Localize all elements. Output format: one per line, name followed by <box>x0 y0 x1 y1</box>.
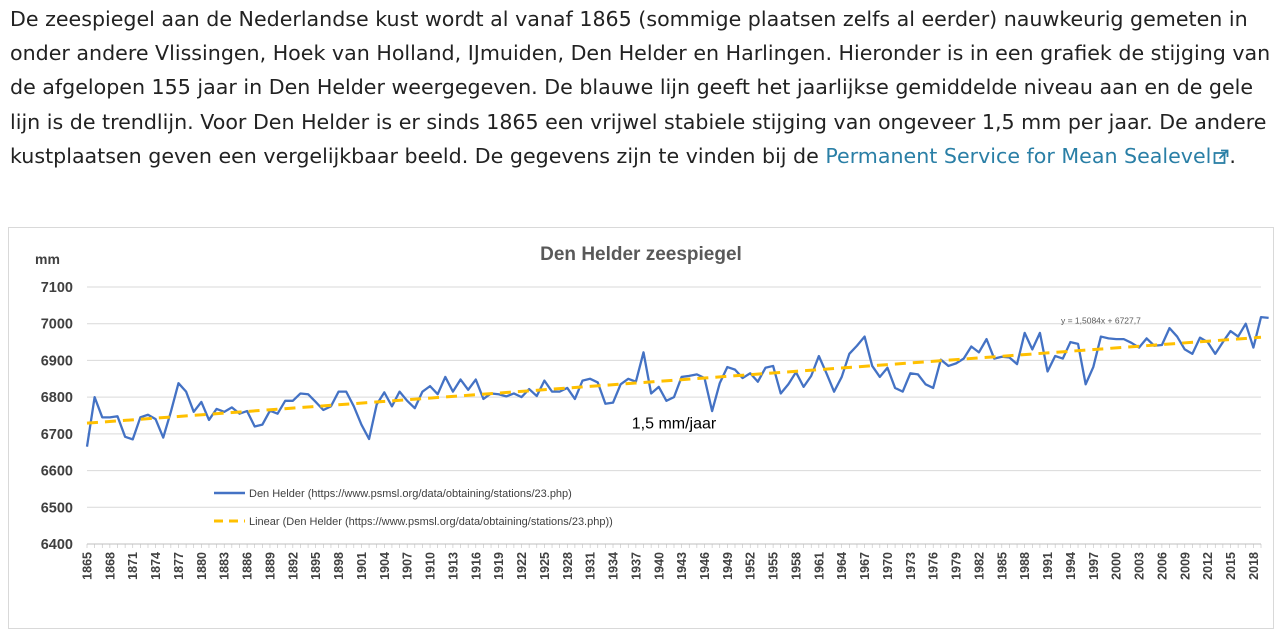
x-tick-label-1937: 1937 <box>629 552 643 580</box>
x-tick-label-1946: 1946 <box>698 552 712 580</box>
x-tick-label-1982: 1982 <box>972 552 986 580</box>
x-tick-label-2003: 2003 <box>1133 552 1147 580</box>
external-link-icon[interactable] <box>1213 149 1229 165</box>
x-tick-label-2000: 2000 <box>1110 552 1124 580</box>
y-tick-label-6700: 6700 <box>41 427 73 443</box>
x-tick-label-1910: 1910 <box>424 552 438 580</box>
x-tick-label-1979: 1979 <box>950 552 964 580</box>
annotation-trend-equation: y = 1,5084x + 6727,7 <box>1061 316 1141 326</box>
x-tick-label-1901: 1901 <box>355 552 369 580</box>
x-tick-label-2006: 2006 <box>1155 552 1169 580</box>
x-tick-label-1922: 1922 <box>515 552 529 580</box>
axes <box>86 543 1262 548</box>
x-tick-label-1898: 1898 <box>332 552 346 580</box>
x-tick-label-1907: 1907 <box>401 552 415 580</box>
y-tick-label-6800: 6800 <box>41 390 73 406</box>
x-tick-label-1940: 1940 <box>652 552 666 580</box>
x-tick-label-1892: 1892 <box>286 552 300 580</box>
x-tick-label-1991: 1991 <box>1041 552 1055 580</box>
intro-paragraph: De zeespiegel aan de Nederlandse kust wo… <box>10 2 1272 173</box>
legend: Den Helder (https://www.psmsl.org/data/o… <box>214 488 613 528</box>
y-tick-label-6600: 6600 <box>41 464 73 480</box>
x-tick-label-1934: 1934 <box>607 552 621 580</box>
x-tick-label-1994: 1994 <box>1064 552 1078 580</box>
x-tick-label-1976: 1976 <box>927 552 941 580</box>
y-tick-label-6400: 6400 <box>41 537 73 553</box>
x-tick-label-1967: 1967 <box>858 552 872 580</box>
x-tick-label-1874: 1874 <box>149 552 163 580</box>
x-tick-label-2009: 2009 <box>1178 552 1192 580</box>
x-tick-label-1877: 1877 <box>172 552 186 580</box>
x-tick-label-1973: 1973 <box>904 552 918 580</box>
y-axis-unit: mm <box>35 251 60 267</box>
x-tick-label-1889: 1889 <box>263 552 277 580</box>
chart-frame: Den Helder zeespiegel mm 6400 6500 6600 670… <box>8 227 1274 629</box>
series-lines <box>85 315 1269 447</box>
x-tick-label-1919: 1919 <box>492 552 506 580</box>
x-tick-label-1964: 1964 <box>835 552 849 580</box>
x-tick-label-1931: 1931 <box>584 552 598 580</box>
x-tick-label-1988: 1988 <box>1018 552 1032 580</box>
x-tick-label-2012: 2012 <box>1201 552 1215 580</box>
x-tick-label-1904: 1904 <box>378 552 392 580</box>
intro-trailing-text: . <box>1229 143 1236 168</box>
x-tick-label-1997: 1997 <box>1087 552 1101 580</box>
x-tick-label-1916: 1916 <box>469 552 483 580</box>
x-tick-label-1868: 1868 <box>103 552 117 580</box>
x-tick-label-1943: 1943 <box>675 552 689 580</box>
x-tick-label-1865: 1865 <box>81 552 95 580</box>
x-tick-label-1880: 1880 <box>195 552 209 580</box>
series-line-linear-trend <box>86 335 1262 425</box>
chart-title: Den Helder zeespiegel <box>540 244 742 265</box>
legend-label-den-helder: Den Helder (https://www.psmsl.org/data/o… <box>249 488 572 500</box>
grid-lines <box>87 286 1261 508</box>
x-tick-label-1985: 1985 <box>995 552 1009 580</box>
x-tick-label-1871: 1871 <box>126 552 140 580</box>
psmsl-link[interactable]: Permanent Service for Mean Sealevel <box>825 144 1229 168</box>
x-tick-label-2018: 2018 <box>1247 552 1261 580</box>
psmsl-link-text[interactable]: Permanent Service for Mean Sealevel <box>825 143 1212 168</box>
sea-level-chart: Den Helder zeespiegel mm 6400 6500 6600 670… <box>35 244 1269 580</box>
x-tick-label-2015: 2015 <box>1224 552 1238 580</box>
annotation-rate: 1,5 mm/jaar <box>632 415 717 432</box>
y-tick-label-6500: 6500 <box>41 500 73 516</box>
x-tick-label-1961: 1961 <box>812 552 826 580</box>
axis-ticks: 6400 6500 6600 6700 6800 6900 7000 7100 1865 1868… <box>41 280 1261 580</box>
y-tick-label-6900: 6900 <box>41 353 73 369</box>
legend-label-linear: Linear (Den Helder (https://www.psmsl.or… <box>249 516 613 528</box>
x-tick-label-1970: 1970 <box>881 552 895 580</box>
x-tick-label-1928: 1928 <box>561 552 575 580</box>
x-tick-label-1913: 1913 <box>446 552 460 580</box>
x-tick-label-1883: 1883 <box>218 552 232 580</box>
x-tick-label-1886: 1886 <box>241 552 255 580</box>
x-tick-label-1925: 1925 <box>538 552 552 580</box>
intro-text: De zeespiegel aan de Nederlandse kust wo… <box>10 7 1271 168</box>
x-tick-label-1955: 1955 <box>767 552 781 580</box>
y-tick-label-7100: 7100 <box>41 280 73 296</box>
series-line-den-helder <box>85 315 1269 447</box>
x-tick-label-1949: 1949 <box>721 552 735 580</box>
x-tick-label-1952: 1952 <box>744 552 758 580</box>
x-tick-label-1895: 1895 <box>309 552 323 580</box>
y-tick-label-7000: 7000 <box>41 317 73 333</box>
x-tick-label-1958: 1958 <box>789 552 803 580</box>
